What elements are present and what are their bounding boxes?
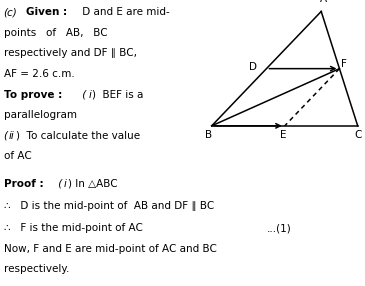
Text: (c): (c) [4,7,18,17]
Text: Now, F and E are mid-point of AC and BC: Now, F and E are mid-point of AC and BC [4,244,216,254]
Text: Given :: Given : [26,7,67,17]
Text: B: B [205,130,212,140]
Text: C: C [355,130,362,140]
Text: respectively and DF ∥ BC,: respectively and DF ∥ BC, [4,48,137,58]
Text: i: i [88,90,91,100]
Text: respectively.: respectively. [4,264,69,274]
Text: )  To calculate the value: ) To calculate the value [16,131,141,141]
Text: points   of   AB,   BC: points of AB, BC [4,28,107,38]
Text: F: F [341,59,347,69]
Text: D and E are mid-: D and E are mid- [78,7,169,17]
Text: of AC: of AC [4,151,31,161]
Text: )  BEF is a: ) BEF is a [92,90,143,100]
Text: (: ( [79,90,86,100]
Text: Proof :: Proof : [4,179,43,189]
Text: E: E [280,130,286,140]
Text: i: i [64,179,67,189]
Text: ∴   F is the mid-point of AC: ∴ F is the mid-point of AC [4,223,142,233]
Text: ii: ii [9,131,15,141]
Text: ...(1): ...(1) [266,223,291,233]
Text: To prove :: To prove : [4,90,62,100]
Text: (: ( [55,179,62,189]
Text: ) In △ABC: ) In △ABC [68,179,118,189]
Text: D: D [249,62,257,72]
Text: (: ( [4,131,8,141]
Text: parallelogram: parallelogram [4,110,77,120]
Text: AF = 2.6 c.m.: AF = 2.6 c.m. [4,69,74,79]
Text: A: A [319,0,327,4]
Text: ∴   D is the mid-point of  AB and DF ∥ BC: ∴ D is the mid-point of AB and DF ∥ BC [4,201,214,211]
